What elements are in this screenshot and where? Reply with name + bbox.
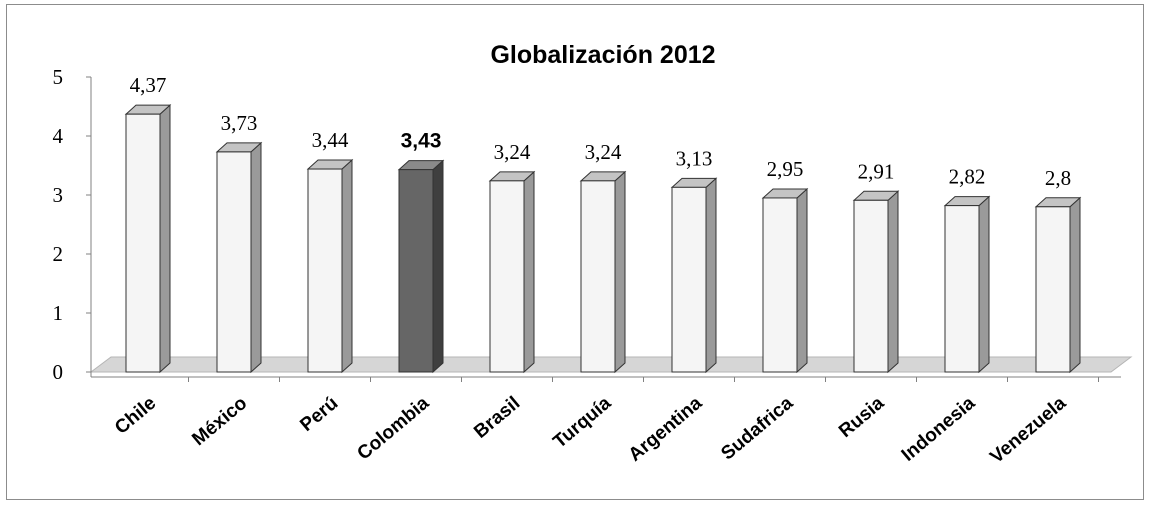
bar-brasil — [488, 170, 536, 374]
bar-side — [523, 170, 535, 374]
bars — [124, 104, 1082, 374]
bar-side — [978, 195, 990, 374]
bar-front — [580, 180, 616, 373]
bar-mexico — [215, 141, 263, 374]
bar-peru — [306, 158, 354, 374]
bar-front — [944, 205, 980, 373]
x-tick-label: Chile — [111, 393, 160, 439]
x-tick-label: Perú — [296, 393, 342, 436]
data-label: 3,24 — [494, 140, 531, 164]
data-label: 3,13 — [676, 146, 713, 170]
data-label: 4,37 — [130, 73, 167, 97]
x-tick-label: Sudafrica — [717, 392, 797, 464]
data-label: 3,44 — [312, 128, 349, 152]
axes: 0 1 2 3 4 5 — [53, 65, 1121, 384]
bar-front — [307, 168, 343, 373]
bar-front — [1035, 206, 1071, 373]
bar-front — [398, 169, 434, 373]
bar-venezuela — [1034, 196, 1082, 374]
x-tick-label: Argentina — [625, 392, 707, 465]
bar-front — [216, 151, 252, 373]
bar-side — [250, 141, 262, 374]
x-tick-label: Turquía — [549, 392, 615, 452]
bar-rusia — [852, 190, 900, 374]
bar-colombia — [397, 159, 445, 374]
y-tick-label: 1 — [53, 301, 64, 325]
bar-chart: Globalización 2012 0 1 2 3 4 5 4,37 3,73 3,44 3,… — [53, 41, 1133, 468]
y-tick-label: 0 — [53, 360, 64, 384]
data-label: 3,43 — [401, 130, 442, 153]
bar-argentina — [670, 177, 718, 374]
x-tick-label: Brasil — [470, 393, 524, 443]
bar-turquia — [579, 170, 627, 374]
bar-front — [762, 197, 798, 373]
bar-side — [341, 158, 353, 374]
bar-chile — [124, 104, 172, 374]
bar-sudafrica — [761, 187, 809, 374]
bar-side — [796, 187, 808, 374]
data-label: 3,73 — [221, 111, 258, 135]
bar-front — [125, 113, 161, 373]
x-tick-label: Indonesia — [898, 392, 980, 465]
bar-side — [432, 159, 444, 374]
x-tick-label: Colombia — [353, 392, 433, 464]
y-tick-label: 5 — [53, 65, 64, 89]
chart-frame: Globalización 2012 0 1 2 3 4 5 4,37 3,73 3,44 3,… — [6, 4, 1144, 500]
x-tick-label: Venezuela — [986, 392, 1070, 467]
x-tick-labels: Chile México Perú Colombia Brasil Turquía Arge… — [111, 392, 1070, 467]
bar-front — [489, 180, 525, 373]
bar-side — [1069, 196, 1081, 374]
bar-indonesia — [943, 195, 991, 374]
bar-front — [671, 186, 707, 373]
bar-front — [853, 199, 889, 373]
bar-side — [614, 170, 626, 374]
x-tick-label: México — [188, 393, 251, 450]
y-tick-label: 3 — [53, 183, 64, 207]
data-labels: 4,373,733,44 3,43 3,24 3,24 3,13 2,95 2,91 2,82… — [130, 73, 1072, 190]
bar-side — [705, 177, 717, 374]
chart-title: Globalización 2012 — [490, 41, 715, 69]
data-label: 3,24 — [585, 140, 622, 164]
x-tick-label: Rusia — [835, 392, 888, 442]
data-label: 2,82 — [949, 165, 986, 189]
data-label: 2,8 — [1045, 166, 1071, 190]
data-label: 2,91 — [858, 159, 895, 183]
y-tick-label: 2 — [53, 242, 64, 266]
y-tick-label: 4 — [53, 124, 64, 148]
bar-side — [887, 190, 899, 374]
bar-side — [159, 104, 171, 374]
data-label: 2,95 — [767, 157, 804, 181]
